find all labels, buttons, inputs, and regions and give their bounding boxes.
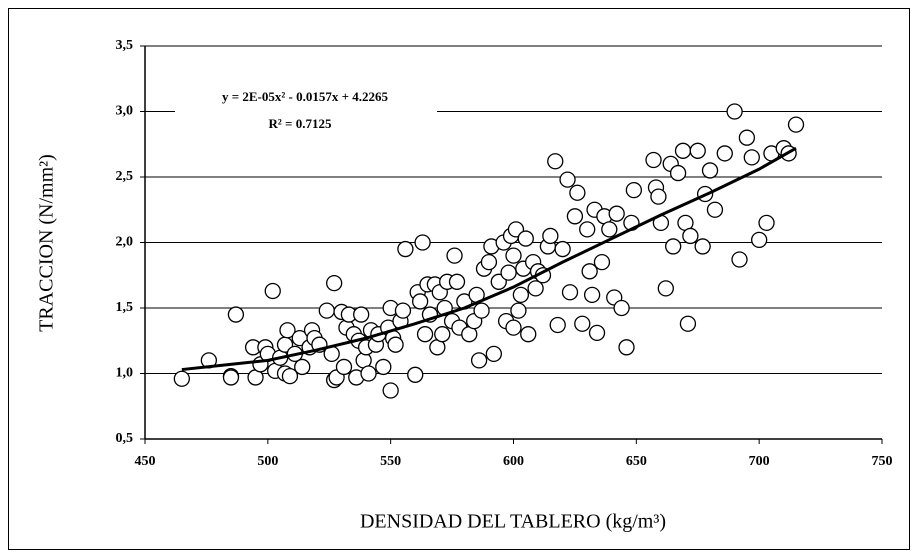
scatter-point (510, 302, 527, 319)
scatter-point (751, 231, 768, 249)
x-axis-title: DENSIDAD DEL TABLERO (kg/m³) (360, 511, 666, 533)
scatter-point (264, 282, 281, 300)
trend-equation: y = 2E-05x² - 0.0157x + 4.2265 (222, 89, 389, 104)
x-tick-label: 600 (503, 454, 524, 469)
scatter-point (601, 221, 618, 238)
scatter-point (394, 302, 412, 319)
scatter-point (559, 171, 576, 188)
y-axis-title: TRACCION (N/mm²) (36, 154, 58, 332)
scatter-point (608, 205, 625, 222)
scatter-point (470, 352, 488, 369)
scatter-point (397, 240, 414, 258)
scatter-point (520, 326, 537, 343)
scatter-point (542, 227, 559, 245)
scatter-point (500, 264, 517, 281)
scatter-point (416, 326, 434, 343)
scatter-point (505, 247, 522, 264)
scatter-point (222, 369, 240, 386)
scatter-point (645, 151, 662, 169)
scatter-point (679, 315, 697, 332)
trend-line (181, 146, 797, 372)
scatter-point (318, 302, 335, 319)
scatter-point (279, 322, 296, 339)
scatter-point (446, 247, 463, 264)
scatter-point (335, 358, 353, 376)
x-tick-label: 500 (257, 454, 278, 469)
scatter-point (414, 234, 431, 251)
scatter-point (294, 358, 311, 376)
scatter-point (726, 103, 743, 120)
scatter-point (326, 274, 343, 292)
scatter-point (689, 142, 706, 159)
scatter-point (173, 370, 191, 387)
scatter-point (613, 299, 630, 317)
x-tick-label: 650 (626, 454, 647, 469)
scatter-point (650, 188, 667, 205)
scatter-point (657, 280, 674, 297)
y-tick-label: 0,5 (116, 431, 134, 446)
y-tick-label: 3,0 (116, 104, 134, 119)
scatter-point (227, 306, 245, 323)
scatter-point (512, 286, 530, 304)
x-tick-label: 450 (135, 454, 156, 469)
scatter-point (625, 181, 643, 199)
y-tick-label: 1,5 (116, 300, 134, 315)
y-tick-label: 2,0 (116, 235, 134, 250)
x-tick-label: 700 (749, 454, 770, 469)
scatter-point (574, 315, 591, 332)
y-tick-label: 2,5 (116, 169, 134, 184)
scatter-point (281, 367, 299, 385)
scatter-point (579, 221, 596, 238)
scatter-point (411, 293, 429, 310)
scatter-point (547, 153, 564, 170)
scatter-point (407, 366, 424, 383)
scatter-point (706, 201, 724, 218)
scatter-point (485, 345, 502, 363)
scatter-point (434, 326, 451, 343)
scatter-point (618, 339, 635, 356)
scatter-point (382, 382, 399, 399)
scatter-point (674, 142, 692, 159)
scatter-point (588, 324, 606, 342)
scatter-point (554, 240, 571, 258)
scatter-point (701, 162, 719, 179)
scatter-point (566, 208, 584, 225)
x-tick-label: 550 (380, 454, 401, 469)
scatter-point (353, 306, 370, 323)
equation-box (175, 84, 437, 140)
scatter-point (669, 164, 687, 182)
scatter-point (583, 286, 601, 304)
scatter-point (527, 280, 544, 297)
x-tick-label: 750 (872, 454, 893, 469)
scatter-point (448, 273, 466, 290)
scatter-point (694, 238, 711, 255)
scatter-point (473, 302, 490, 319)
scatter-point (682, 227, 699, 245)
scatter-point (581, 263, 598, 280)
scatter-point (480, 253, 498, 271)
scatter-point (716, 145, 733, 162)
r-squared: R² = 0.7125 (269, 116, 332, 131)
scatter-point (738, 129, 756, 146)
scatter-point (387, 336, 404, 353)
y-tick-label: 1,0 (116, 366, 134, 381)
scatter-point (505, 319, 522, 336)
scatter-point (593, 253, 611, 271)
scatter-point (561, 284, 579, 301)
scatter-point (360, 365, 377, 382)
y-tick-label: 3,5 (116, 38, 134, 53)
scatter-point (665, 238, 682, 255)
scatter-point (758, 214, 775, 232)
scatter-point (743, 149, 760, 166)
scatter-point (569, 184, 586, 201)
scatter-point (787, 116, 805, 133)
scatter-point (375, 358, 392, 376)
scatter-point (549, 316, 566, 334)
scatter-point (517, 230, 534, 247)
scatter-point (731, 251, 748, 268)
